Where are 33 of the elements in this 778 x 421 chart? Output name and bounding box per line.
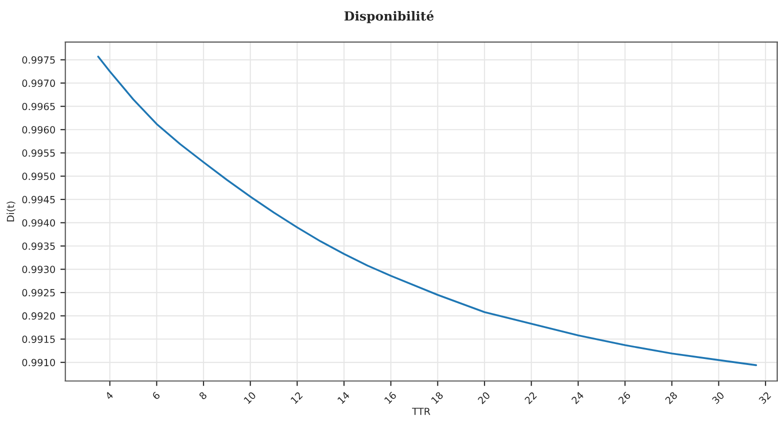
x-tick-label: 26 <box>618 391 631 404</box>
y-tick-label: 0.9965 <box>22 102 55 110</box>
x-tick-label: 14 <box>337 391 350 404</box>
x-tick-label: 22 <box>524 392 537 404</box>
x-tick-label: 4 <box>104 391 114 400</box>
y-tick-label: 0.9935 <box>22 242 55 250</box>
y-tick-label: 0.9955 <box>22 149 55 157</box>
x-tick-label: 20 <box>477 391 490 404</box>
y-tick-label: 0.9925 <box>22 289 55 296</box>
y-tick-label: 0.9960 <box>22 126 55 134</box>
y-tick-label: 0.9950 <box>22 172 55 180</box>
x-tick-label: 28 <box>664 391 678 404</box>
x-tick-label: 8 <box>198 391 208 400</box>
y-tick-label: 0.9970 <box>22 80 55 87</box>
x-tick-label: 12 <box>290 392 303 404</box>
line-series <box>97 56 758 366</box>
y-axis-title: Di(t) <box>6 202 16 222</box>
y-tick-label: 0.9945 <box>22 196 55 204</box>
x-tick-label: 10 <box>244 391 256 404</box>
chart-title: Disponibilité <box>344 10 434 24</box>
y-tick-label: 0.9930 <box>22 266 55 274</box>
x-tick-label: 30 <box>712 391 725 404</box>
y-tick-label: 0.9915 <box>22 336 55 343</box>
x-axis-title: TTR <box>412 408 430 415</box>
x-tick-label: 24 <box>571 391 584 404</box>
y-tick-label: 0.9940 <box>22 219 55 227</box>
y-tick-label: 0.9910 <box>22 358 55 366</box>
x-tick-label: 32 <box>758 392 772 404</box>
y-tick-label: 0.9920 <box>22 312 55 320</box>
x-tick-label: 18 <box>430 391 444 404</box>
x-tick-label: 6 <box>152 391 160 400</box>
x-tick-label: 16 <box>384 391 397 404</box>
y-tick-label: 0.9975 <box>22 56 55 64</box>
